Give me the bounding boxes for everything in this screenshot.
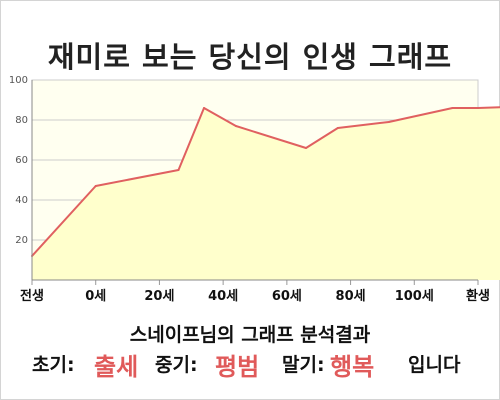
data-point [387, 121, 390, 123]
data-point [304, 147, 307, 149]
x-tick-label: 환생 [466, 288, 490, 304]
analysis-subtitle: 스네이프님의 그래프 분석결과 [129, 324, 371, 346]
early-value: 출세 [94, 353, 139, 381]
data-point [203, 107, 206, 109]
results-suffix: 입니다 [408, 354, 461, 376]
data-point [177, 169, 180, 171]
x-tick-label: 80세 [336, 289, 366, 304]
x-tick-label: 40세 [208, 289, 238, 304]
data-point [336, 127, 339, 129]
x-tick-label: 20세 [144, 289, 174, 304]
y-tick-label: 80 [15, 115, 28, 126]
late-label: 말기: [282, 354, 325, 376]
data-point [94, 185, 97, 187]
mid-value: 평범 [215, 353, 260, 381]
data-point [451, 107, 454, 109]
x-tick-label: 100세 [395, 289, 434, 304]
data-point [234, 125, 237, 127]
chart-title: 재미로 보는 당신의 인생 그래프 [47, 40, 453, 74]
mid-label: 중기: [155, 354, 198, 376]
early-label: 초기: [32, 354, 75, 376]
late-value: 행복 [330, 353, 375, 381]
y-tick-label: 40 [15, 195, 28, 206]
y-tick-label: 20 [15, 235, 28, 246]
series-area [32, 107, 500, 280]
y-tick-label: 100 [9, 75, 28, 86]
x-tick-label: 전생 [20, 288, 44, 304]
x-tick-label: 0세 [85, 289, 106, 304]
analysis-results: 초기: 출세 중기: 평범 말기: 행복 입니다 [0, 350, 500, 381]
y-tick-label: 60 [15, 155, 28, 166]
data-point [477, 107, 479, 109]
x-tick-label: 60세 [272, 289, 302, 304]
